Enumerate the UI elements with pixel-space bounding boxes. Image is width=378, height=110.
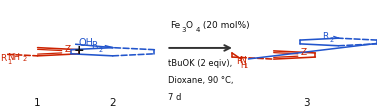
Text: 1: 1: [34, 98, 41, 108]
Text: +: +: [74, 44, 85, 57]
Text: O: O: [186, 21, 193, 30]
Text: 3: 3: [181, 27, 186, 33]
Text: Z: Z: [301, 48, 307, 57]
Text: 3: 3: [303, 98, 309, 108]
Text: 2: 2: [22, 56, 26, 62]
Text: 4: 4: [195, 27, 200, 33]
Text: OH: OH: [78, 38, 93, 48]
Text: 1: 1: [8, 59, 12, 65]
Text: R: R: [236, 57, 242, 66]
Text: H: H: [240, 61, 246, 71]
Text: ​tBuOK (2 eqiv),: ​tBuOK (2 eqiv),: [168, 59, 232, 68]
Text: (20 mol%): (20 mol%): [200, 21, 249, 30]
Text: 2: 2: [99, 47, 103, 52]
Text: 2: 2: [109, 98, 116, 108]
Text: Dioxane, 90 °C,: Dioxane, 90 °C,: [168, 76, 234, 85]
Text: NH: NH: [7, 53, 20, 62]
Text: Z: Z: [64, 45, 70, 54]
Text: R: R: [91, 41, 98, 50]
Text: 7 d: 7 d: [168, 93, 181, 102]
Text: Fe: Fe: [170, 21, 180, 30]
Text: N: N: [239, 56, 245, 64]
Text: 1: 1: [244, 63, 248, 69]
Text: 2: 2: [330, 37, 334, 43]
Text: R: R: [0, 54, 6, 63]
Text: R: R: [322, 32, 328, 41]
